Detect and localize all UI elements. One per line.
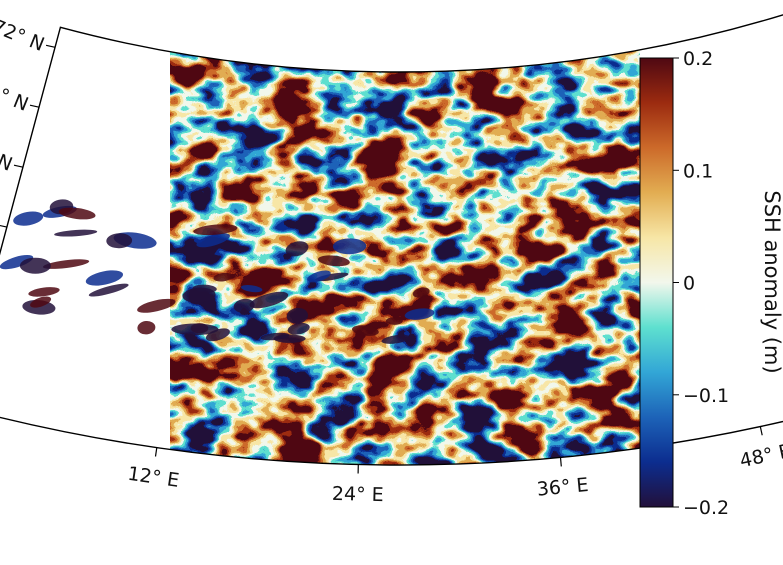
strong-eddy bbox=[54, 229, 98, 237]
lat-tick-mark bbox=[29, 104, 40, 108]
strong-eddy bbox=[88, 283, 129, 297]
lat-tick-label: 60° N bbox=[0, 75, 31, 116]
colorbar-tick-label: 0 bbox=[683, 273, 695, 295]
strong-eddy bbox=[42, 259, 90, 269]
colorbar-gradient bbox=[639, 57, 674, 508]
strong-eddy bbox=[404, 308, 435, 320]
strong-eddy bbox=[307, 270, 331, 283]
lat-tick-label: 72° N bbox=[0, 15, 47, 56]
strong-eddy bbox=[285, 241, 309, 257]
strong-eddy bbox=[106, 233, 133, 249]
strong-eddy bbox=[249, 291, 289, 309]
colorbar-tick-label: −0.1 bbox=[683, 385, 729, 407]
lat-tick-label: 48° N bbox=[0, 135, 15, 176]
strong-eddy bbox=[233, 298, 255, 313]
lat-tick-mark bbox=[45, 44, 56, 48]
lon-tick-label: 36° E bbox=[536, 474, 590, 501]
lon-tick-label: 48° E bbox=[738, 440, 783, 472]
strong-eddy bbox=[19, 257, 51, 274]
strong-eddy bbox=[182, 287, 216, 303]
colorbar-tick-label: 0.2 bbox=[683, 48, 713, 70]
strong-eddy bbox=[85, 270, 124, 286]
colorbar-tick-label: −0.2 bbox=[683, 497, 729, 519]
strong-eddy bbox=[381, 334, 411, 344]
strong-eddy bbox=[137, 298, 176, 313]
strong-eddy bbox=[193, 224, 238, 236]
colorbar-ticks: 0.2 0.1 0 −0.1 −0.2 bbox=[673, 48, 729, 519]
strong-eddy bbox=[58, 207, 96, 220]
strong-eddy bbox=[287, 322, 310, 335]
strong-eddy bbox=[13, 211, 44, 226]
strong-eddy bbox=[0, 254, 34, 270]
strong-eddy bbox=[137, 320, 156, 335]
colorbar-tick-label: 0.1 bbox=[683, 160, 713, 182]
lon-tick-mark bbox=[559, 457, 562, 467]
strong-eddy bbox=[412, 287, 430, 298]
map-panel: 24° N36° N48° N60° N72° N 0°12° E24° E36… bbox=[0, 13, 783, 506]
strong-eddy bbox=[317, 255, 350, 267]
lat-tick-mark bbox=[13, 164, 24, 168]
lon-tick-mark bbox=[154, 447, 158, 457]
strong-eddy bbox=[286, 307, 309, 324]
longitude-ticks: 0°12° E24° E36° E48° E bbox=[126, 426, 783, 506]
lon-tick-label: 12° E bbox=[126, 463, 180, 492]
lon-tick-mark bbox=[759, 426, 763, 436]
strong-eddy bbox=[332, 238, 367, 255]
strong-eddy bbox=[213, 272, 233, 282]
colorbar: 0.2 0.1 0 −0.1 −0.2 SSH anomaly (m) bbox=[639, 48, 783, 519]
strong-eddy bbox=[30, 296, 52, 308]
latitude-ticks: 24° N36° N48° N60° N72° N bbox=[0, 15, 56, 228]
strong-eddy bbox=[385, 317, 403, 325]
strong-eddy bbox=[28, 287, 60, 297]
lon-tick-label: 24° E bbox=[332, 483, 384, 506]
lat-tick-mark bbox=[0, 224, 8, 228]
strong-eddy bbox=[196, 233, 230, 248]
strong-eddy bbox=[260, 332, 290, 341]
strong-eddy bbox=[240, 285, 263, 293]
ssh-field bbox=[170, 40, 640, 465]
map-outline bbox=[0, 13, 783, 466]
colorbar-title: SSH anomaly (m) bbox=[760, 190, 783, 373]
strong-eddy bbox=[171, 323, 219, 336]
strong-eddy bbox=[351, 325, 379, 336]
strong-eddy-band bbox=[0, 199, 435, 344]
